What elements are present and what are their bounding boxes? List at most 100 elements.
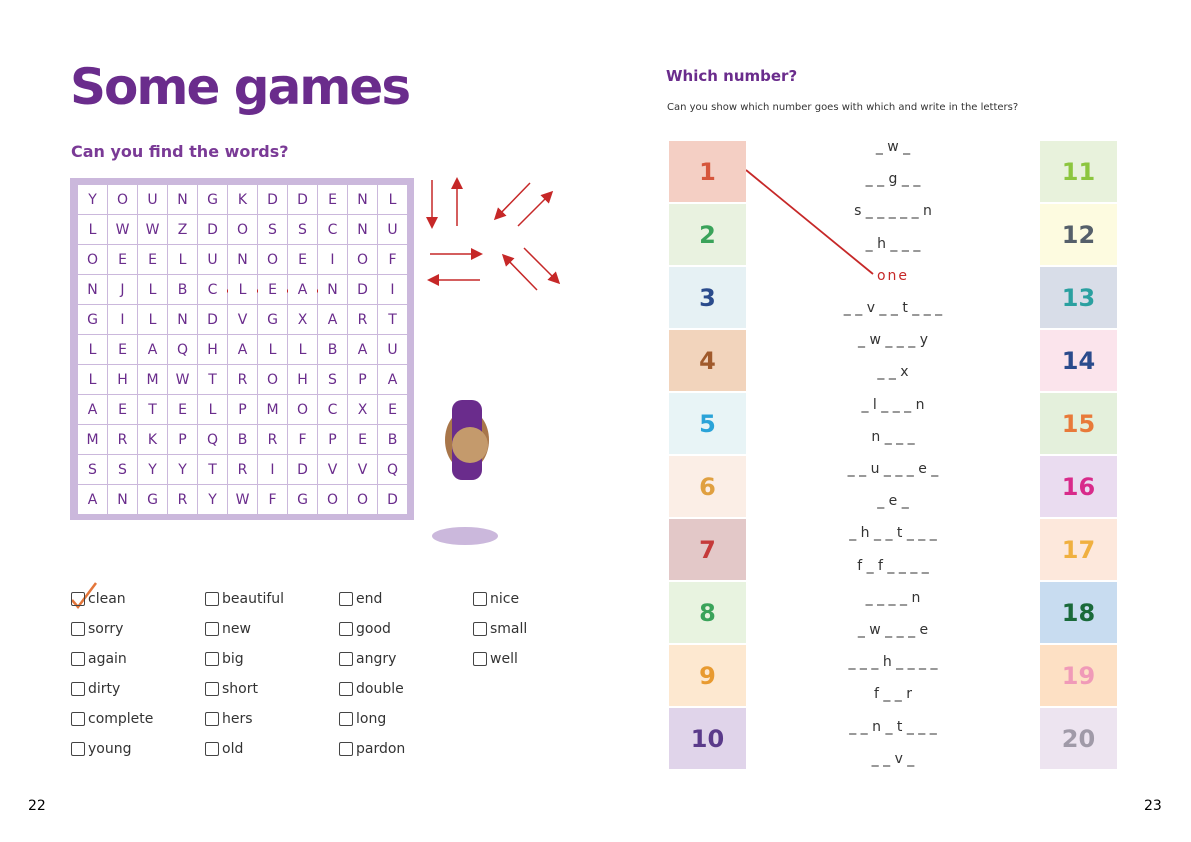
word-option[interactable]: end: [339, 590, 382, 608]
page-number: 23: [1144, 798, 1162, 814]
grid-letter: F: [378, 245, 407, 274]
grid-letter: V: [348, 455, 377, 484]
word-option[interactable]: small: [473, 620, 527, 638]
grid-letter: D: [258, 185, 287, 214]
word-hint: _ _ _ _ n: [865, 589, 921, 606]
grid-letter: L: [288, 335, 317, 364]
word-option[interactable]: big: [205, 650, 244, 668]
grid-letter: E: [288, 245, 317, 274]
checkbox[interactable]: [205, 652, 219, 666]
grid-letter: C: [198, 275, 227, 304]
grid-letter: Z: [168, 215, 197, 244]
grid-letter: X: [348, 395, 377, 424]
word-option[interactable]: short: [205, 680, 258, 698]
grid-letter: L: [168, 245, 197, 274]
word-option[interactable]: complete: [71, 710, 153, 728]
word-option[interactable]: clean: [71, 590, 126, 608]
word-option[interactable]: angry: [339, 650, 396, 668]
word-option[interactable]: new: [205, 620, 251, 638]
checkbox[interactable]: [205, 742, 219, 756]
grid-letter: P: [348, 365, 377, 394]
number-box: 15: [1040, 393, 1117, 454]
word-hint: _ _ g _ _: [865, 171, 921, 188]
checkbox[interactable]: [339, 742, 353, 756]
number-box: 8: [669, 582, 746, 643]
grid-letter: L: [198, 395, 227, 424]
grid-letter: C: [318, 215, 347, 244]
grid-letter: R: [228, 455, 257, 484]
word-option[interactable]: sorry: [71, 620, 123, 638]
word: new: [222, 621, 251, 637]
subtitle: Can you find the words?: [71, 142, 289, 161]
number-box: 6: [669, 456, 746, 517]
grid-letter: N: [78, 275, 107, 304]
grid-letter: L: [138, 275, 167, 304]
number-box: 5: [669, 393, 746, 454]
word-option[interactable]: again: [71, 650, 127, 668]
grid-letter: D: [288, 185, 317, 214]
word-option[interactable]: good: [339, 620, 391, 638]
checkbox[interactable]: [205, 592, 219, 606]
word-hint: f _ f _ _ _ _: [857, 557, 929, 574]
word: well: [490, 651, 518, 667]
number-box: 13: [1040, 267, 1117, 328]
grid-letter: J: [108, 275, 137, 304]
checkbox[interactable]: [71, 592, 85, 606]
grid-letter: B: [168, 275, 197, 304]
grid-letter: G: [198, 185, 227, 214]
checkbox[interactable]: [339, 652, 353, 666]
checkbox[interactable]: [339, 682, 353, 696]
word: old: [222, 741, 244, 757]
checkbox[interactable]: [205, 622, 219, 636]
word-option[interactable]: beautiful: [205, 590, 284, 608]
grid-letter: R: [228, 365, 257, 394]
grid-letter: I: [318, 245, 347, 274]
grid-letter: E: [138, 245, 167, 274]
word-option[interactable]: dirty: [71, 680, 120, 698]
checkbox[interactable]: [71, 742, 85, 756]
grid-letter: S: [288, 215, 317, 244]
checkbox[interactable]: [205, 682, 219, 696]
word-option[interactable]: long: [339, 710, 386, 728]
grid-letter: L: [78, 335, 107, 364]
word-hint: _ h _ _ _: [865, 235, 921, 252]
grid-letter: E: [318, 185, 347, 214]
word-hint: _ _ x: [877, 364, 909, 381]
checkbox[interactable]: [71, 652, 85, 666]
word-option[interactable]: well: [473, 650, 518, 668]
word-hint: n _ _ _: [871, 428, 915, 445]
checkbox[interactable]: [339, 712, 353, 726]
checkbox[interactable]: [473, 622, 487, 636]
grid-letter: A: [228, 335, 257, 364]
word-option[interactable]: nice: [473, 590, 519, 608]
grid-letter: M: [258, 395, 287, 424]
grid-letter: Q: [378, 455, 407, 484]
grid-letter: S: [108, 455, 137, 484]
number-box: 11: [1040, 141, 1117, 202]
checkbox[interactable]: [473, 592, 487, 606]
grid-letter: M: [138, 365, 167, 394]
word-option[interactable]: double: [339, 680, 404, 698]
word-hint: _ _ n _ t _ _ _: [849, 718, 937, 735]
grid-letter: P: [168, 425, 197, 454]
checkbox[interactable]: [205, 712, 219, 726]
word: hers: [222, 711, 253, 727]
word: dirty: [88, 681, 121, 697]
checkbox[interactable]: [71, 712, 85, 726]
number-box: 14: [1040, 330, 1117, 391]
checkbox[interactable]: [71, 622, 85, 636]
grid-letter: H: [288, 365, 317, 394]
word: young: [88, 741, 132, 757]
word-hint: _ e _: [877, 493, 909, 510]
word-option[interactable]: old: [205, 740, 243, 758]
word-option[interactable]: young: [71, 740, 131, 758]
word: nice: [490, 591, 520, 607]
grid-letter: R: [258, 425, 287, 454]
checkbox[interactable]: [71, 682, 85, 696]
checkbox[interactable]: [339, 592, 353, 606]
checkbox[interactable]: [339, 622, 353, 636]
word-option[interactable]: hers: [205, 710, 253, 728]
word-option[interactable]: pardon: [339, 740, 405, 758]
grid-letter: A: [138, 335, 167, 364]
checkbox[interactable]: [473, 652, 487, 666]
